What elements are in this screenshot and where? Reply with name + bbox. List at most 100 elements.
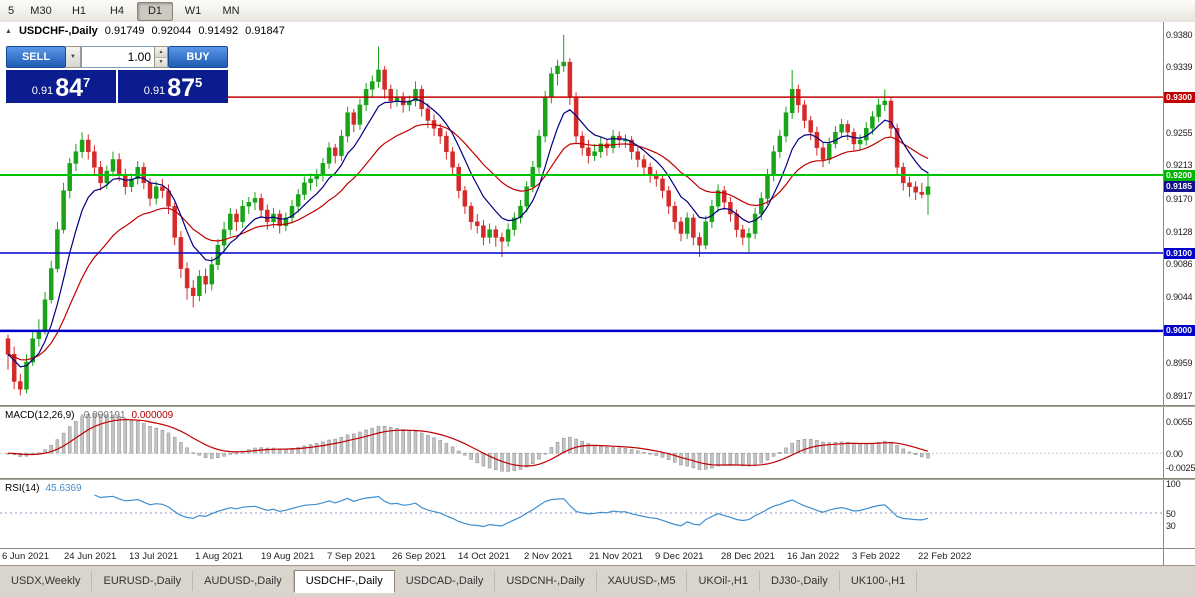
- rsi-line: [94, 494, 929, 528]
- price-tick-label: 0.8959: [1166, 358, 1193, 369]
- rsi-value: 45.6369: [45, 483, 82, 494]
- price-tick-label: 0.9128: [1166, 226, 1193, 237]
- price-tick-label: 0.9044: [1166, 292, 1193, 303]
- rsi-tick-label: 30: [1166, 520, 1176, 531]
- time-axis-label: 1 Aug 2021: [195, 551, 244, 562]
- price-tick-label: 0.9380: [1166, 30, 1193, 41]
- price-line-label: 0.9300: [1164, 91, 1195, 103]
- volume-input[interactable]: [81, 46, 154, 68]
- chart-tab-usdx[interactable]: USDX,Weekly: [0, 571, 93, 591]
- sell-price-pip: 7: [83, 75, 91, 90]
- sell-price-prefix: 0.91: [31, 85, 54, 97]
- timeframe-button-h1[interactable]: H1: [71, 5, 87, 17]
- time-axis-label: 21 Nov 2021: [589, 551, 643, 562]
- macd-histogram: [6, 413, 930, 472]
- time-axis-label: 24 Jun 2021: [64, 551, 117, 562]
- price-tick-label: 0.9213: [1166, 160, 1193, 171]
- ohlc-close: 0.91847: [245, 25, 285, 37]
- timeframe-button-mn[interactable]: MN: [222, 5, 240, 17]
- chevron-down-icon: ▼: [70, 54, 76, 60]
- macd-tick-label: 0.00: [1166, 448, 1183, 459]
- buy-price-prefix: 0.91: [143, 85, 166, 97]
- time-axis-label: 14 Oct 2021: [458, 551, 510, 562]
- timeframe-button-w1[interactable]: W1: [184, 5, 202, 17]
- panel-splitter[interactable]: [0, 478, 1195, 480]
- price-line-label: 0.9185: [1164, 181, 1195, 193]
- time-axis-label: 26 Sep 2021: [392, 551, 446, 562]
- macd-tick-label: -0.0025: [1166, 463, 1195, 473]
- chart-tab-usdcad[interactable]: USDCAD-,Daily: [395, 571, 496, 591]
- buy-button[interactable]: BUY: [168, 46, 228, 68]
- time-axis-label: 28 Dec 2021: [721, 551, 775, 562]
- macd-signal-value: 0.000009: [131, 410, 174, 421]
- ohlc-low: 0.91492: [198, 25, 239, 37]
- chart-tab-ukoil[interactable]: UKOil-,H1: [687, 571, 760, 591]
- macd-indicator-label: MACD(12,26,9) -0.000191 0.000009: [5, 410, 173, 421]
- timeframe-button-m30[interactable]: M30: [30, 5, 52, 17]
- order-type-dropdown[interactable]: ▼: [66, 46, 81, 68]
- volume-stepper[interactable]: ▲ ▼: [154, 46, 168, 68]
- rsi-tick-label: 50: [1166, 508, 1176, 519]
- chart-tab-usdchf[interactable]: USDCHF-,Daily: [293, 569, 395, 593]
- timeframe-button-5[interactable]: 5: [7, 5, 15, 17]
- chart-tab-eurusd[interactable]: EURUSD-,Daily: [92, 571, 194, 591]
- sell-price-display[interactable]: 0.91 84 7: [6, 70, 116, 103]
- macd-name: MACD(12,26,9): [5, 410, 75, 421]
- sell-button[interactable]: SELL: [6, 46, 66, 68]
- buy-price-big: 87: [167, 74, 195, 102]
- sell-price-big: 84: [55, 74, 83, 102]
- buy-price-pip: 5: [195, 75, 203, 90]
- ohlc-open: 0.91749: [104, 25, 145, 37]
- time-axis-label: 19 Aug 2021: [261, 551, 315, 562]
- macd-value: -0.000191: [80, 410, 126, 421]
- timeframe-button-h4[interactable]: H4: [109, 5, 125, 17]
- stepper-up-icon[interactable]: ▲: [155, 47, 167, 58]
- time-axis-label: 13 Jul 2021: [129, 551, 179, 562]
- chart-window[interactable]: 0.93800.93390.92970.92550.92130.91700.91…: [0, 22, 1195, 565]
- price-tick-label: 0.9255: [1166, 127, 1193, 138]
- chart-title: ▲ USDCHF-,Daily 0.91749 0.92044 0.91492 …: [5, 25, 285, 37]
- chart-tab-dj30[interactable]: DJ30-,Daily: [760, 571, 840, 591]
- price-tick-label: 0.8917: [1166, 391, 1193, 401]
- chart-tab-bar: USDX,Weekly EURUSD-,Daily AUDUSD-,Daily USD…: [0, 565, 1195, 597]
- time-axis-label: 6 Jun 2021: [2, 551, 50, 562]
- macd-tick-label: 0.0055: [1166, 417, 1193, 428]
- price-line-label: 0.9100: [1164, 247, 1195, 259]
- panel-splitter[interactable]: [0, 548, 1195, 549]
- price-line-label: 0.9200: [1164, 169, 1195, 181]
- ohlc-high: 0.92044: [151, 25, 192, 37]
- main-chart-canvas[interactable]: [0, 22, 1163, 405]
- buy-price-display[interactable]: 0.91 87 5: [118, 70, 228, 103]
- time-axis[interactable]: 6 Jun 2021 24 Jun 2021 13 Jul 2021 1 Aug 20…: [0, 549, 1163, 565]
- rsi-indicator-label: RSI(14) 45.6369: [5, 483, 82, 494]
- macd-panel-canvas[interactable]: [0, 407, 1163, 478]
- chart-tab-xauusd[interactable]: XAUUSD-,M5: [597, 571, 688, 591]
- time-axis-label: 16 Jan 2022: [787, 551, 840, 562]
- time-axis-label: 9 Dec 2021: [655, 551, 704, 562]
- panel-splitter[interactable]: [0, 405, 1195, 407]
- price-tick-label: 0.9086: [1166, 259, 1193, 270]
- price-tick-label: 0.9339: [1166, 62, 1193, 73]
- chart-tab-uk100[interactable]: UK100-,H1: [840, 571, 918, 591]
- symbol-period-label: USDCHF-,Daily: [18, 25, 98, 37]
- chart-tab-audusd[interactable]: AUDUSD-,Daily: [193, 571, 294, 591]
- rsi-panel-canvas[interactable]: [0, 480, 1163, 548]
- price-axis[interactable]: 0.93800.93390.92970.92550.92130.91700.91…: [1163, 22, 1195, 565]
- chart-tab-usdcnh[interactable]: USDCNH-,Daily: [495, 571, 597, 591]
- stepper-down-icon[interactable]: ▼: [155, 57, 167, 67]
- time-axis-label: 3 Feb 2022: [852, 551, 901, 562]
- chart-marker-icon: ▲: [5, 27, 12, 35]
- one-click-trading-panel: SELL ▼ ▲ ▼ BUY 0.91 84 7 0.91 87 5: [6, 46, 228, 103]
- price-tick-label: 0.9170: [1166, 193, 1193, 204]
- macd-signal-line: [7, 418, 929, 467]
- time-axis-label: 7 Sep 2021: [327, 551, 376, 562]
- rsi-tick-label: 100: [1166, 478, 1181, 489]
- ma-slow-line: [7, 123, 929, 361]
- timeframe-button-d1[interactable]: D1: [137, 1, 173, 21]
- time-axis-label: 2 Nov 2021: [524, 551, 573, 562]
- price-line-label: 0.9000: [1164, 325, 1195, 337]
- time-axis-label: 22 Feb 2022: [918, 551, 972, 562]
- rsi-name: RSI(14): [5, 483, 40, 494]
- timeframe-toolbar: 5 M30 H1 H4 D1 W1 MN: [0, 0, 1195, 23]
